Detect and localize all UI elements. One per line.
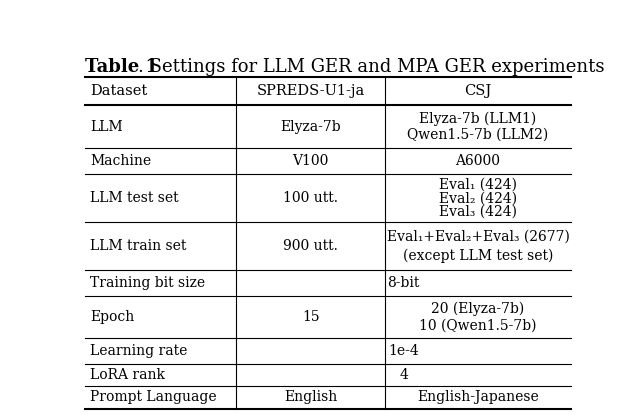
Text: 20 (Elyza-7b): 20 (Elyza-7b) [431, 302, 525, 317]
Text: 100 utt.: 100 utt. [283, 191, 338, 205]
Text: LLM train set: LLM train set [90, 239, 186, 253]
Text: Elyza-7b: Elyza-7b [280, 120, 341, 134]
Text: V100: V100 [292, 154, 329, 168]
Text: Dataset: Dataset [90, 84, 147, 98]
Text: . Settings for LLM GER and MPA GER experiments: . Settings for LLM GER and MPA GER exper… [138, 58, 605, 76]
Text: CSJ: CSJ [465, 84, 492, 98]
Text: 1e-4: 1e-4 [388, 344, 419, 358]
Text: Epoch: Epoch [90, 310, 134, 324]
Text: 10 (Qwen1.5-7b): 10 (Qwen1.5-7b) [419, 318, 537, 332]
Text: Eval₃ (424): Eval₃ (424) [439, 205, 517, 219]
Text: LLM: LLM [90, 120, 122, 134]
Text: A6000: A6000 [456, 154, 500, 168]
Text: Learning rate: Learning rate [90, 344, 188, 358]
Text: Eval₁ (424): Eval₁ (424) [439, 178, 517, 192]
Text: Machine: Machine [90, 154, 151, 168]
Text: (except LLM test set): (except LLM test set) [403, 248, 553, 263]
Text: Qwen1.5-7b (LLM2): Qwen1.5-7b (LLM2) [408, 128, 548, 142]
Text: 900 utt.: 900 utt. [284, 239, 338, 253]
Text: 15: 15 [302, 310, 319, 324]
Text: Table 1: Table 1 [85, 58, 158, 76]
Text: 8-bit: 8-bit [387, 276, 420, 290]
Text: Eval₁+Eval₂+Eval₃ (2677): Eval₁+Eval₂+Eval₃ (2677) [387, 230, 570, 244]
Text: LLM test set: LLM test set [90, 191, 179, 205]
Text: Elyza-7b (LLM1): Elyza-7b (LLM1) [419, 111, 537, 126]
Text: English: English [284, 391, 337, 405]
Text: LoRA rank: LoRA rank [90, 368, 165, 382]
Text: Training bit size: Training bit size [90, 276, 205, 290]
Text: 4: 4 [399, 368, 408, 382]
Text: SPREDS-U1-ja: SPREDS-U1-ja [257, 84, 365, 98]
Text: Eval₂ (424): Eval₂ (424) [439, 191, 517, 205]
Text: Prompt Language: Prompt Language [90, 391, 216, 405]
Text: English-Japanese: English-Japanese [417, 391, 539, 405]
